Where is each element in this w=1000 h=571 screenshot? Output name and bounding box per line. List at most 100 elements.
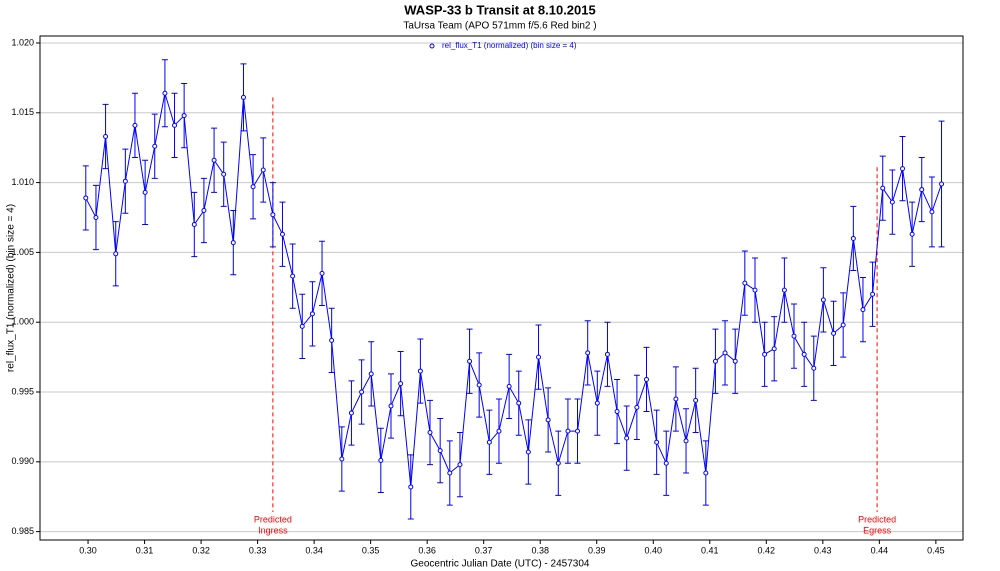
data-point (909, 231, 915, 237)
data-point (359, 389, 365, 395)
chart-title: WASP-33 b Transit at 8.10.2015 (404, 2, 595, 17)
data-point (762, 351, 768, 357)
data-point (585, 350, 591, 356)
data-point (712, 358, 718, 364)
data-point (398, 381, 404, 387)
data-point (221, 171, 227, 177)
data-point (683, 438, 689, 444)
annotation-label: Ingress (258, 525, 288, 535)
data-point (811, 365, 817, 371)
data-point (771, 346, 777, 352)
x-tick-label: 0.31 (136, 545, 154, 555)
data-point (290, 273, 296, 279)
data-point (309, 311, 315, 317)
data-point (643, 376, 649, 382)
data-point (703, 470, 709, 476)
x-tick-label: 0.42 (758, 545, 776, 555)
data-point (850, 235, 856, 241)
data-point (516, 400, 522, 406)
data-point (191, 221, 197, 227)
data-point (181, 113, 187, 119)
data-point (752, 287, 758, 293)
y-tick-label: 0.995 (11, 386, 34, 396)
data-point (427, 429, 433, 435)
data-point (536, 354, 542, 360)
data-point (476, 382, 482, 388)
y-tick-label: 1.010 (11, 177, 34, 187)
data-point (437, 448, 443, 454)
data-point (348, 410, 354, 416)
data-point (525, 449, 531, 455)
data-point (162, 90, 168, 96)
data-point (801, 351, 807, 357)
legend-label: rel_flux_T1 (normalized) (bin size = 4) (442, 41, 577, 50)
x-tick-label: 0.36 (418, 545, 436, 555)
data-point (919, 187, 925, 193)
y-tick-label: 1.005 (11, 247, 34, 257)
data-point (250, 184, 256, 190)
data-point (132, 122, 138, 128)
data-point (299, 323, 305, 329)
data-point (939, 181, 945, 187)
data-point (319, 270, 325, 276)
data-point (614, 409, 620, 415)
data-point (457, 462, 463, 468)
data-point (742, 280, 748, 286)
data-point (555, 460, 561, 466)
data-point (339, 456, 345, 462)
data-point (368, 371, 374, 377)
y-tick-label: 1.020 (11, 37, 34, 47)
annotation-label: Predicted (254, 514, 292, 524)
data-point (417, 368, 423, 374)
x-tick-label: 0.40 (644, 545, 662, 555)
data-point (781, 287, 787, 293)
data-point (594, 400, 600, 406)
data-point (270, 212, 276, 218)
y-tick-label: 1.000 (11, 317, 34, 327)
x-axis-label: Geocentric Julian Date (UTC) - 2457304 (411, 559, 590, 570)
data-point (408, 484, 414, 490)
y-tick-label: 0.985 (11, 526, 34, 536)
data-point (152, 143, 158, 149)
data-point (831, 330, 837, 336)
x-tick-label: 0.35 (362, 545, 380, 555)
data-point (496, 428, 502, 434)
data-point (230, 240, 236, 246)
data-point (840, 322, 846, 328)
x-tick-label: 0.45 (927, 545, 945, 555)
data-point (604, 351, 610, 357)
data-point (113, 251, 119, 257)
x-tick-label: 0.30 (79, 545, 97, 555)
data-point (791, 333, 797, 339)
data-point (83, 195, 89, 201)
annotation-label: Egress (863, 525, 892, 535)
data-point (378, 457, 384, 463)
data-point (467, 358, 473, 364)
data-point (486, 439, 492, 445)
x-tick-label: 0.43 (814, 545, 832, 555)
x-tick-label: 0.38 (531, 545, 549, 555)
x-tick-label: 0.39 (588, 545, 606, 555)
data-point (93, 214, 99, 220)
x-tick-label: 0.44 (871, 545, 889, 555)
series-line (85, 93, 942, 487)
data-point (900, 166, 906, 172)
chart-subtitle: TaUrsa Team (APO 571mm f/5.6 Red bin2 ) (403, 21, 596, 32)
data-point (240, 94, 246, 100)
data-point (929, 209, 935, 215)
data-point (545, 417, 551, 423)
data-point (142, 189, 148, 195)
legend-marker (429, 43, 435, 49)
data-point (575, 428, 581, 434)
x-tick-label: 0.37 (475, 545, 493, 555)
data-point (870, 291, 876, 297)
data-point (654, 439, 660, 445)
x-tick-label: 0.41 (701, 545, 719, 555)
data-point (279, 231, 285, 237)
annotation-label: Predicted (858, 514, 896, 524)
y-axis-label: rel_flux_T1 (normalized) (bin size = 4) (6, 204, 17, 372)
data-point (565, 428, 571, 434)
x-tick-label: 0.33 (249, 545, 267, 555)
